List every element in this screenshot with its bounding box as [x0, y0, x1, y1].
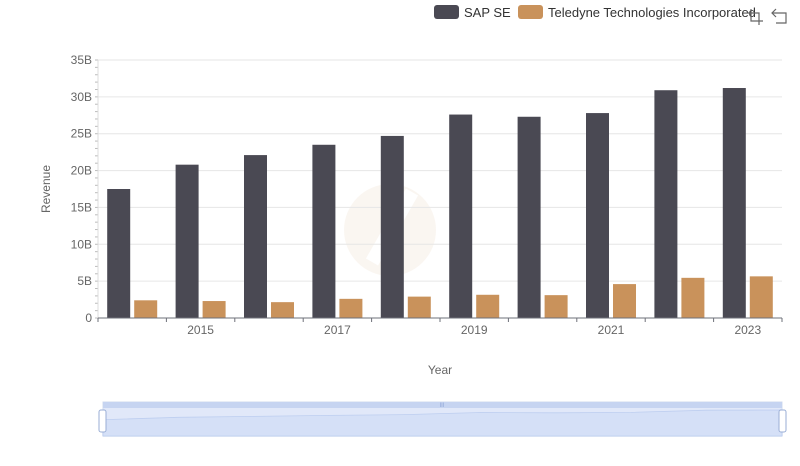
bar-sap-2017[interactable]: [312, 144, 336, 318]
bar-teledyne-2015[interactable]: [202, 301, 226, 318]
bar-sap-2020[interactable]: [517, 116, 541, 318]
y-axis-ticks: 0 5B 10B 15B 20B 25B 30B 35B: [71, 53, 93, 325]
x-axis-title: Year: [428, 363, 452, 377]
y-tick-label: 10B: [71, 237, 92, 251]
bar-teledyne-2022[interactable]: [681, 277, 705, 318]
bar-teledyne-2023[interactable]: [749, 276, 773, 318]
bar-teledyne-2017[interactable]: [339, 298, 363, 318]
y-tick-label: 25B: [71, 127, 92, 141]
legend-label-sap: SAP SE: [464, 5, 511, 20]
y-axis-title: Revenue: [39, 165, 53, 213]
y-tick-label: 15B: [71, 200, 92, 214]
legend[interactable]: SAP SE Teledyne Technologies Incorporate…: [434, 5, 756, 20]
bar-teledyne-2018[interactable]: [407, 296, 431, 318]
x-tick-label: 2023: [734, 323, 761, 337]
bar-teledyne-2016[interactable]: [271, 302, 294, 318]
x-tick-label: 2015: [187, 323, 214, 337]
data-zoom-handle-right[interactable]: [778, 409, 787, 433]
x-tick-label: 2017: [324, 323, 351, 337]
bar-sap-2015[interactable]: [175, 164, 199, 318]
bar-sap-2021[interactable]: [586, 113, 609, 319]
y-tick-label: 5B: [77, 274, 92, 288]
bar-teledyne-2014[interactable]: [134, 300, 158, 318]
bar-sap-2016[interactable]: [244, 155, 267, 318]
data-zoom-grip-icon[interactable]: III: [439, 403, 444, 409]
legend-item-teledyne[interactable]: Teledyne Technologies Incorporated: [518, 5, 756, 20]
y-tick-label: 20B: [71, 164, 92, 178]
data-zoom-slider[interactable]: III: [98, 401, 787, 437]
legend-swatch-teledyne: [518, 5, 543, 19]
zoom-select-icon[interactable]: [747, 9, 763, 25]
bar-sap-2023[interactable]: [722, 88, 746, 318]
y-axis-minor-ticks: [95, 59, 99, 319]
bar-sap-2022[interactable]: [654, 90, 678, 318]
legend-item-sap[interactable]: SAP SE: [434, 5, 511, 20]
x-tick-label: 2019: [461, 323, 488, 337]
bar-sap-2019[interactable]: [449, 114, 473, 318]
bars: [107, 88, 773, 319]
y-tick-label: 0: [85, 311, 92, 325]
legend-label-teledyne: Teledyne Technologies Incorporated: [548, 5, 756, 20]
bar-sap-2018[interactable]: [380, 135, 404, 318]
legend-swatch-sap: [434, 5, 459, 19]
x-tick-label: 2021: [598, 323, 625, 337]
data-zoom-top-bar[interactable]: [103, 402, 782, 408]
bar-teledyne-2019[interactable]: [476, 294, 500, 318]
x-axis: 2015 2017 2019 2021 2023: [97, 317, 783, 337]
y-tick-label: 30B: [71, 90, 92, 104]
data-zoom-handle-left[interactable]: [98, 409, 107, 433]
bar-sap-2014[interactable]: [107, 189, 131, 318]
grid-lines: [98, 59, 782, 282]
restore-icon[interactable]: [771, 8, 787, 24]
y-tick-label: 35B: [71, 53, 92, 67]
bar-teledyne-2021[interactable]: [613, 284, 636, 318]
bar-teledyne-2020[interactable]: [544, 295, 568, 318]
